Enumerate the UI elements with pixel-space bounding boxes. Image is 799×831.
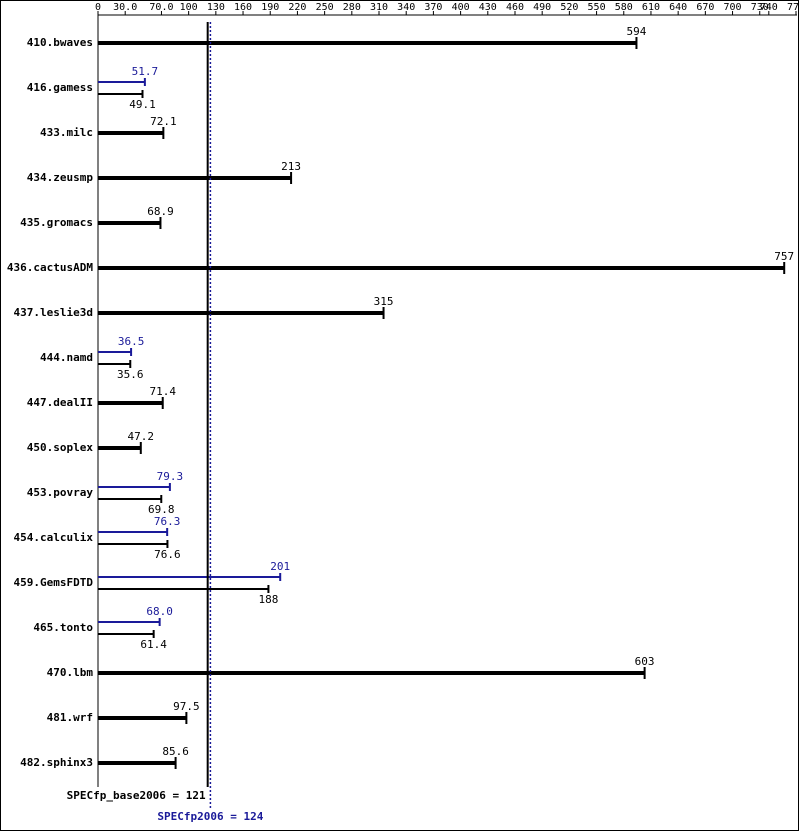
x-tick-label: 250	[316, 2, 334, 13]
x-tick-label: 640	[669, 2, 687, 13]
base-value-label: 188	[258, 593, 278, 606]
peak-value-label: 68.0	[146, 605, 173, 618]
category-label: 482.sphinx3	[20, 756, 93, 769]
peak-mean-label: SPECfp2006 = 124	[157, 810, 263, 823]
x-tick-label: 520	[560, 2, 578, 13]
peak-value-label: 201	[270, 560, 290, 573]
x-tick-label: 100	[180, 2, 198, 13]
category-label: 470.lbm	[47, 666, 94, 679]
base-value-label: 61.4	[140, 638, 167, 651]
value-label: 594	[627, 25, 647, 38]
value-label: 213	[281, 160, 301, 173]
value-label: 315	[374, 295, 394, 308]
x-tick-label: 130	[207, 2, 225, 13]
x-tick-label: 460	[506, 2, 524, 13]
x-tick-label: 610	[642, 2, 660, 13]
value-label: 68.9	[147, 205, 174, 218]
base-value-label: 76.6	[154, 548, 181, 561]
x-tick-label: 340	[397, 2, 415, 13]
category-label: 453.povray	[27, 486, 94, 499]
peak-value-label: 79.3	[157, 470, 184, 483]
x-tick-label: 400	[452, 2, 470, 13]
peak-value-label: 36.5	[118, 335, 145, 348]
base-value-label: 35.6	[117, 368, 144, 381]
x-tick-label: 770	[787, 2, 799, 13]
x-tick-label: 730	[751, 2, 769, 13]
value-label: 757	[774, 250, 794, 263]
category-label: 433.milc	[40, 126, 93, 139]
x-tick-label: 220	[288, 2, 306, 13]
x-tick-label: 740	[760, 2, 778, 13]
value-label: 71.4	[149, 385, 176, 398]
base-value-label: 49.1	[129, 98, 156, 111]
value-label: 47.2	[128, 430, 155, 443]
x-tick-label: 670	[696, 2, 714, 13]
x-tick-label: 70.0	[149, 2, 173, 13]
x-tick-label: 550	[588, 2, 606, 13]
x-tick-label: 190	[261, 2, 279, 13]
value-label: 603	[635, 655, 655, 668]
category-label: 465.tonto	[33, 621, 93, 634]
category-label: 437.leslie3d	[14, 306, 93, 319]
x-tick-label: 580	[615, 2, 633, 13]
peak-value-label: 76.3	[154, 515, 181, 528]
category-label: 434.zeusmp	[27, 171, 94, 184]
category-label: 447.dealII	[27, 396, 93, 409]
x-tick-label: 30.0	[113, 2, 137, 13]
value-label: 97.5	[173, 700, 200, 713]
value-label: 72.1	[150, 115, 177, 128]
peak-value-label: 51.7	[132, 65, 159, 78]
x-tick-label: 0	[95, 2, 101, 13]
x-tick-label: 700	[724, 2, 742, 13]
x-tick-label: 280	[343, 2, 361, 13]
x-tick-label: 310	[370, 2, 388, 13]
category-label: 454.calculix	[14, 531, 94, 544]
base-mean-label: SPECfp_base2006 = 121	[67, 789, 206, 802]
x-tick-label: 160	[234, 2, 252, 13]
base-value-label: 69.8	[148, 503, 175, 516]
category-label: 450.soplex	[27, 441, 94, 454]
category-label: 459.GemsFDTD	[14, 576, 94, 589]
x-tick-label: 490	[533, 2, 551, 13]
x-tick-label: 370	[424, 2, 442, 13]
category-label: 410.bwaves	[27, 36, 93, 49]
value-label: 85.6	[162, 745, 189, 758]
category-label: 435.gromacs	[20, 216, 93, 229]
x-tick-label: 430	[479, 2, 497, 13]
category-label: 444.namd	[40, 351, 93, 364]
category-label: 481.wrf	[47, 711, 93, 724]
category-label: 416.gamess	[27, 81, 93, 94]
category-label: 436.cactusADM	[7, 261, 93, 274]
